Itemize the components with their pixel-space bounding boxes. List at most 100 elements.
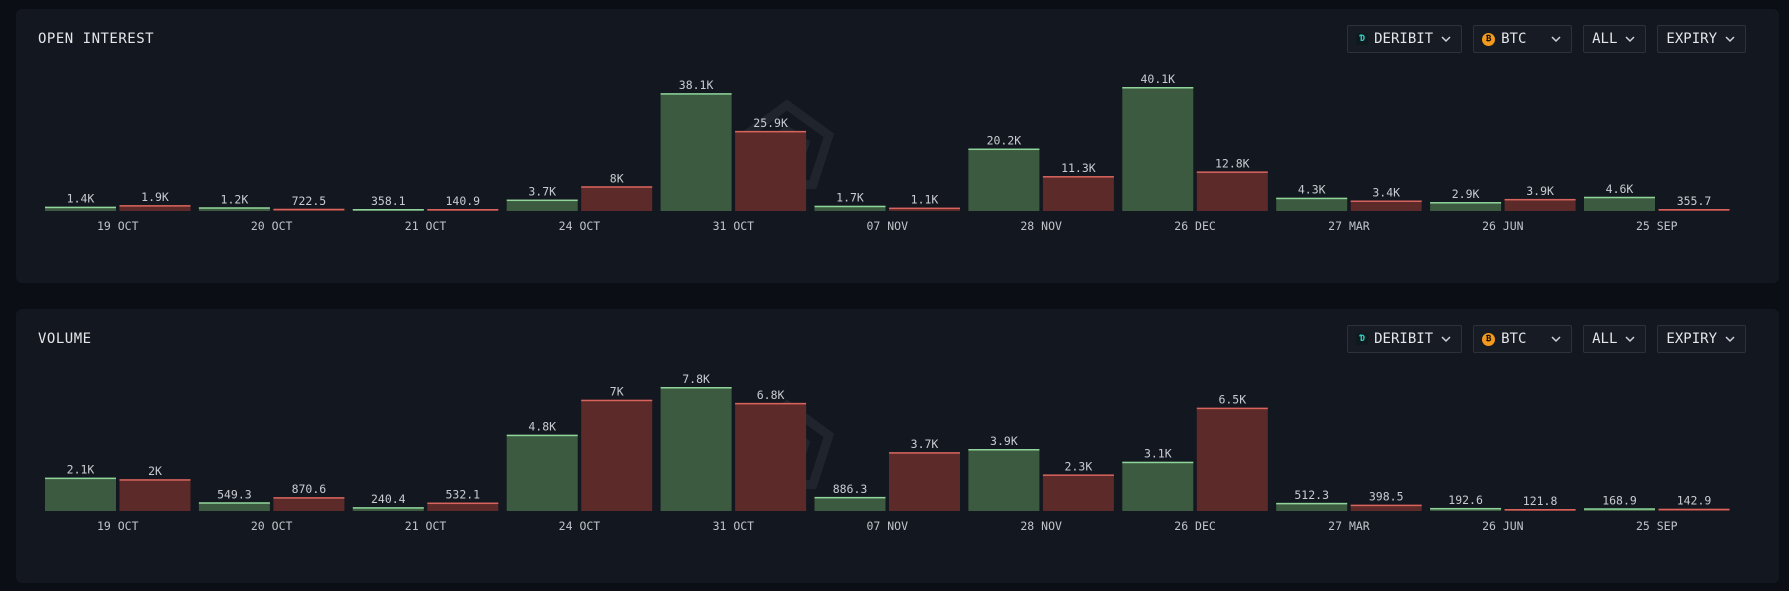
asset-label: BTC — [1501, 331, 1527, 347]
call-bar[interactable] — [968, 148, 1040, 211]
bar-top-edge — [1196, 171, 1268, 173]
bar-top-edge — [198, 207, 270, 209]
x-tick-label: 21 OCT — [405, 519, 447, 533]
put-bar[interactable] — [735, 130, 807, 211]
filter-label: ALL — [1592, 331, 1618, 347]
call-bar[interactable] — [198, 502, 270, 511]
bar-top-edge — [660, 93, 732, 95]
put-bar[interactable] — [735, 402, 807, 511]
exchange-select[interactable]: Ɗ DERIBIT — [1347, 325, 1463, 353]
bar-top-edge — [1042, 176, 1114, 178]
put-bar[interactable] — [889, 207, 960, 211]
put-bar[interactable] — [1042, 176, 1114, 211]
call-bar[interactable] — [45, 477, 116, 511]
bar-top-edge — [1276, 197, 1348, 200]
data-label: 1.1K — [911, 193, 939, 207]
put-bar[interactable] — [1042, 474, 1114, 511]
chart-controls: Ɗ DERIBIT ₿ BTC ALL EXPIRY — [1347, 325, 1746, 353]
chevron-down-icon — [1725, 36, 1735, 43]
data-label: 870.6 — [292, 482, 327, 496]
x-tick-label: 19 OCT — [97, 219, 139, 233]
filter-select[interactable]: ALL — [1583, 25, 1647, 53]
put-bar[interactable] — [1196, 171, 1268, 211]
put-bar[interactable] — [581, 186, 653, 211]
call-bar[interactable] — [1430, 507, 1502, 511]
data-label: 1.4K — [67, 192, 95, 206]
put-bar[interactable] — [273, 497, 345, 511]
call-bar[interactable] — [660, 93, 732, 211]
filter-label: ALL — [1592, 31, 1618, 47]
data-label: 1.9K — [141, 190, 169, 204]
put-bar[interactable] — [119, 205, 191, 211]
bar-top-edge — [1658, 209, 1730, 211]
put-bar[interactable] — [119, 479, 191, 511]
group-label: EXPIRY — [1666, 31, 1717, 47]
bitcoin-icon: ₿ — [1482, 332, 1496, 346]
call-bar[interactable] — [968, 449, 1040, 511]
bar-top-edge — [427, 502, 499, 505]
x-tick-label: 27 MAR — [1328, 519, 1370, 533]
call-bar[interactable] — [660, 387, 732, 511]
bar-top-edge — [1584, 196, 1655, 199]
panel-title: VOLUME — [38, 331, 92, 347]
call-bar[interactable] — [1122, 87, 1194, 211]
bar-top-edge — [1504, 198, 1576, 201]
call-bar[interactable] — [506, 434, 578, 511]
put-bar[interactable] — [581, 399, 653, 511]
data-label: 4.6K — [1606, 182, 1634, 196]
bar-top-edge — [1196, 407, 1268, 410]
x-tick-label: 07 NOV — [866, 219, 908, 233]
data-label: 3.1K — [1144, 447, 1172, 461]
data-label: 398.5 — [1369, 490, 1404, 504]
chevron-down-icon — [1551, 36, 1561, 43]
data-label: 11.3K — [1061, 161, 1096, 175]
group-select[interactable]: EXPIRY — [1657, 325, 1746, 353]
put-bar[interactable] — [1196, 407, 1268, 511]
bar-top-edge — [1658, 508, 1730, 511]
put-bar[interactable] — [1504, 198, 1576, 211]
asset-select[interactable]: ₿ BTC — [1473, 325, 1573, 353]
exchange-label: DERIBIT — [1374, 31, 1434, 47]
data-label: 192.6 — [1448, 493, 1483, 507]
bar-top-edge — [735, 130, 807, 133]
x-tick-label: 26 JUN — [1482, 219, 1524, 233]
x-tick-label: 24 OCT — [559, 219, 601, 233]
put-bar[interactable] — [427, 502, 499, 511]
call-bar[interactable] — [1430, 202, 1502, 211]
bar-top-edge — [660, 387, 732, 389]
exchange-select[interactable]: Ɗ DERIBIT — [1347, 25, 1463, 53]
bar-top-edge — [889, 207, 960, 210]
call-bar[interactable] — [1276, 197, 1348, 211]
bar-top-edge — [427, 209, 499, 211]
data-label: 4.3K — [1298, 183, 1326, 197]
call-bar[interactable] — [1276, 502, 1348, 511]
data-label: 1.7K — [836, 191, 864, 205]
asset-select[interactable]: ₿ BTC — [1473, 25, 1573, 53]
bar-top-edge — [352, 209, 424, 211]
call-bar[interactable] — [506, 199, 578, 211]
bar-top-edge — [581, 186, 653, 188]
call-bar[interactable] — [198, 207, 270, 211]
data-label: 240.4 — [371, 492, 406, 506]
group-select[interactable]: EXPIRY — [1657, 25, 1746, 53]
call-bar[interactable] — [814, 496, 886, 511]
bar-top-edge — [889, 452, 960, 454]
filter-select[interactable]: ALL — [1583, 325, 1647, 353]
deribit-icon: Ɗ — [1356, 33, 1369, 45]
put-bar[interactable] — [1350, 200, 1422, 211]
call-bar[interactable] — [1584, 196, 1655, 211]
bar-top-edge — [1350, 200, 1422, 202]
data-label: 3.7K — [528, 185, 556, 199]
chevron-down-icon — [1625, 336, 1635, 343]
put-bar[interactable] — [889, 452, 960, 511]
data-label: 140.9 — [445, 194, 480, 208]
chevron-down-icon — [1551, 336, 1561, 343]
x-tick-label: 26 DEC — [1174, 219, 1216, 233]
call-bar[interactable] — [814, 205, 886, 211]
x-tick-label: 26 DEC — [1174, 519, 1216, 533]
call-bar[interactable] — [352, 507, 424, 511]
call-bar[interactable] — [45, 206, 116, 211]
bar-top-edge — [1584, 508, 1655, 510]
call-bar[interactable] — [1122, 461, 1194, 511]
put-bar[interactable] — [1350, 504, 1422, 511]
